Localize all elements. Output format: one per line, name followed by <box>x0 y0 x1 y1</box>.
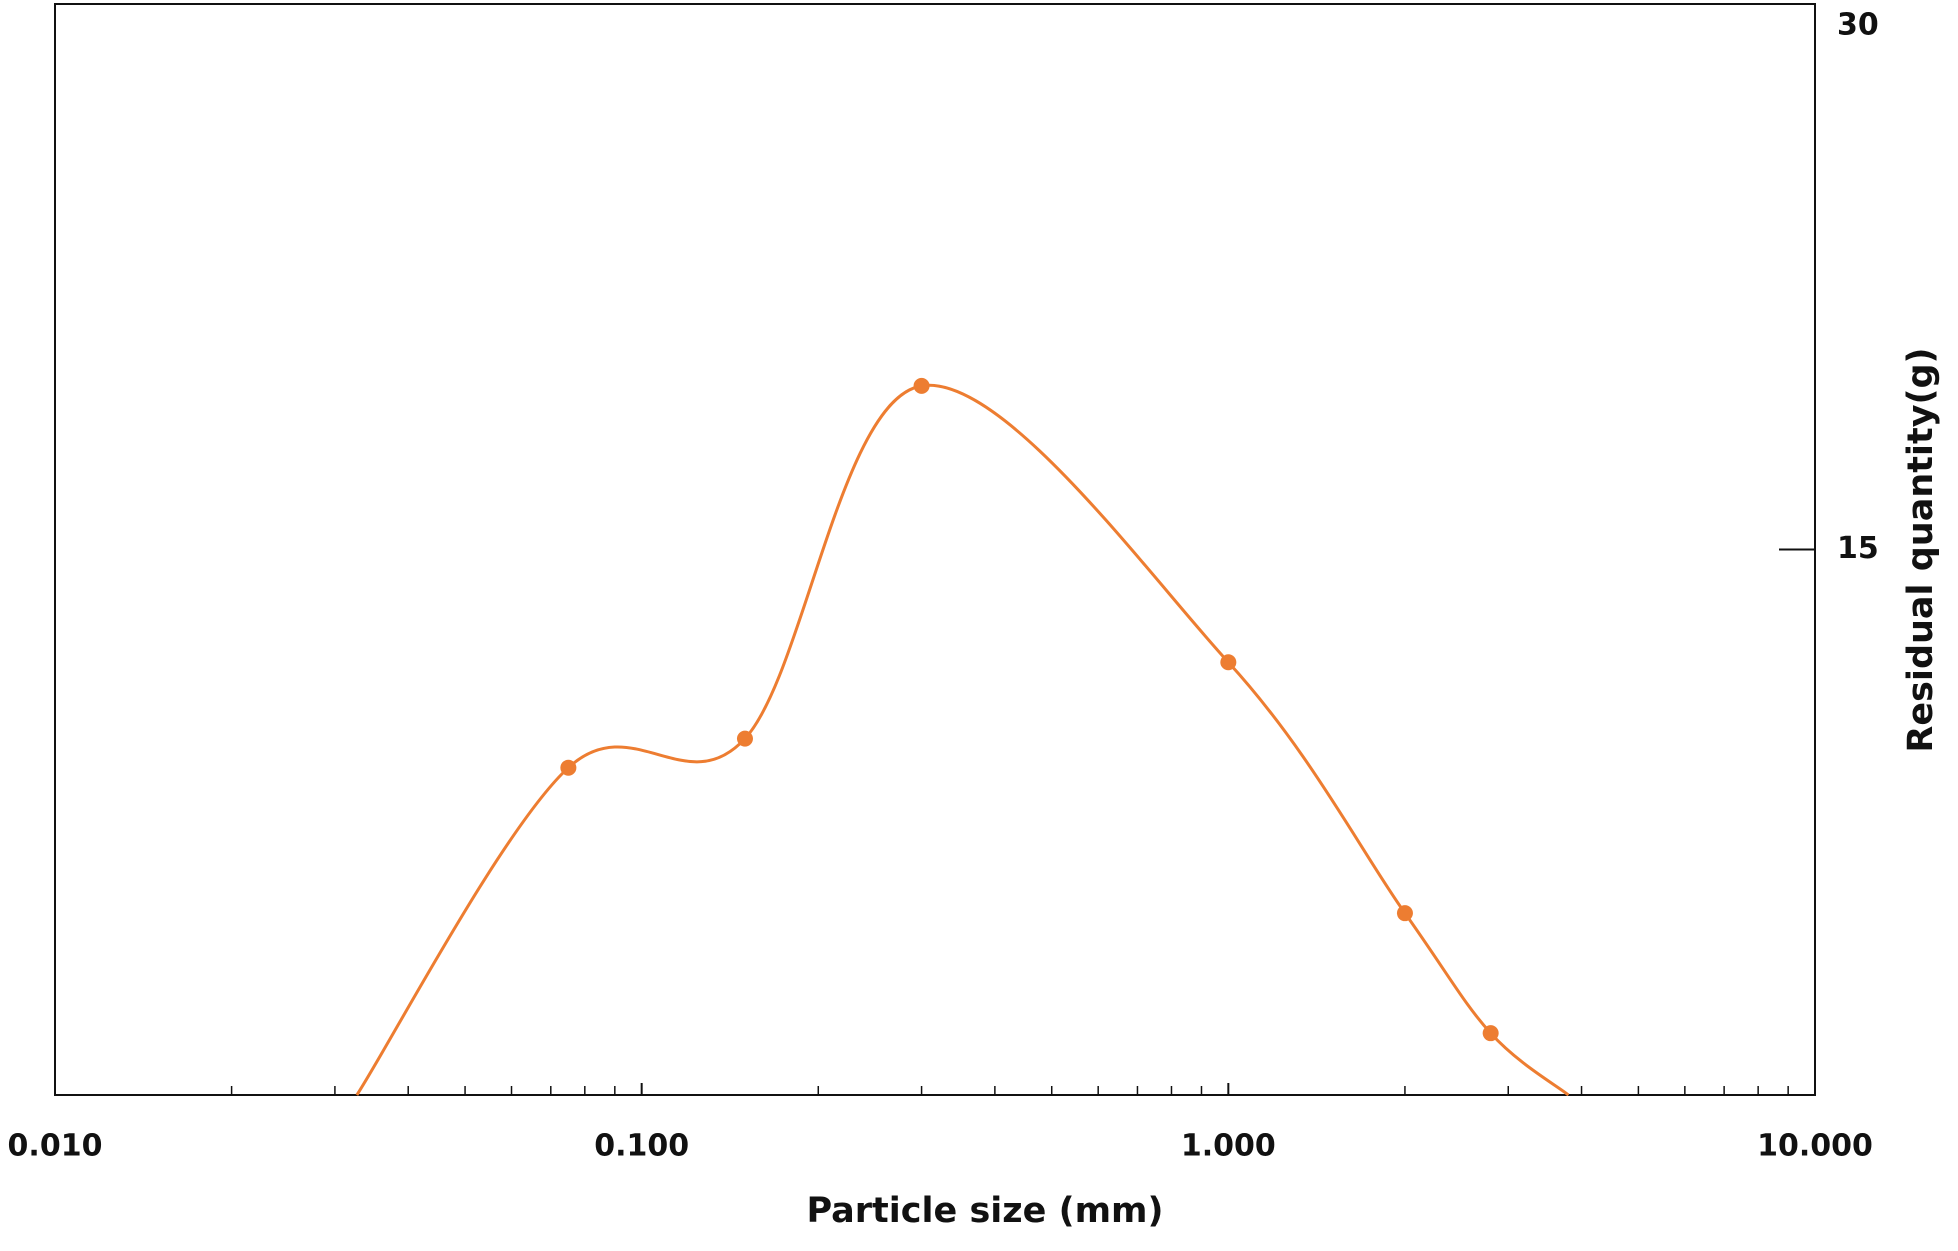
x-tick-label: 0.010 <box>8 1129 103 1164</box>
marker <box>1396 905 1413 922</box>
marker <box>1482 1025 1499 1042</box>
x-tick-label: 1.000 <box>1181 1129 1276 1164</box>
plot-frame <box>54 3 1816 1096</box>
line <box>355 383 1570 1097</box>
y-tick-label: 15 <box>1837 531 1879 566</box>
x-axis-label: Particle size (mm) <box>806 1191 1163 1231</box>
marker <box>560 759 577 776</box>
y-tick-label: 30 <box>1837 8 1879 43</box>
x-tick-label: 10.000 <box>1757 1129 1873 1164</box>
marker <box>736 730 753 747</box>
x-tick-label: 0.100 <box>594 1129 689 1164</box>
marker <box>913 377 930 394</box>
marker <box>1220 654 1237 671</box>
y-axis-label: Residual quantity(g) <box>1901 347 1941 752</box>
